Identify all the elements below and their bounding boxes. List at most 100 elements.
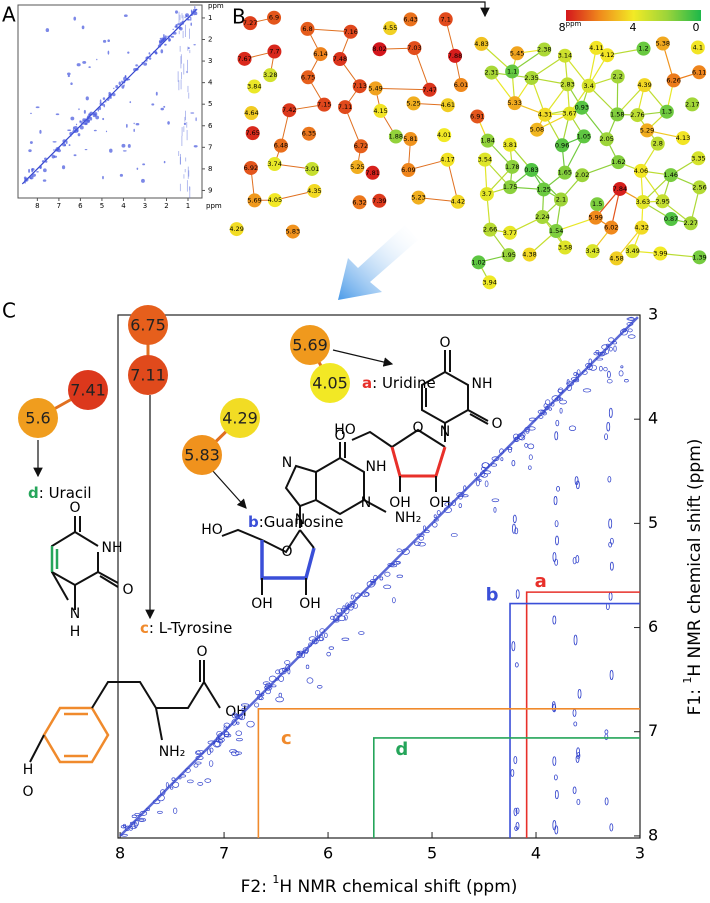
- peak: [195, 755, 204, 760]
- node-label: 2.17: [685, 100, 699, 108]
- atom: N: [282, 455, 292, 471]
- peak: [605, 603, 610, 610]
- node-label: 1.46: [664, 171, 678, 179]
- peak: [127, 144, 131, 148]
- node-label: 0.96: [555, 141, 569, 149]
- x-label-sup: 1: [272, 873, 279, 886]
- network-node: [244, 106, 259, 121]
- peak: [69, 131, 73, 136]
- node-label: 7.39: [372, 197, 386, 205]
- peak: [190, 22, 192, 26]
- peak: [67, 74, 71, 78]
- peak: [195, 750, 201, 755]
- peak: [545, 399, 551, 405]
- compound-node-label: 5.69: [292, 336, 328, 355]
- peak: [238, 714, 246, 721]
- network-node: [524, 70, 539, 85]
- peak: [515, 821, 520, 830]
- peak: [278, 668, 287, 675]
- peak: [599, 365, 603, 372]
- peak: [84, 148, 88, 151]
- node-label: 5.08: [530, 126, 544, 134]
- peak-column: [179, 156, 181, 165]
- node-label: 6.72: [354, 142, 368, 150]
- peak: [70, 82, 73, 86]
- peak: [518, 435, 526, 441]
- network-node: [510, 46, 525, 61]
- peak: [61, 165, 66, 170]
- peak: [112, 92, 116, 97]
- node-label: 4.39: [637, 81, 651, 89]
- peak-column: [179, 14, 181, 21]
- node-label: 7.48: [333, 55, 347, 63]
- compound-node-label: 5.6: [25, 409, 50, 428]
- peak: [42, 179, 47, 182]
- peak: [572, 557, 577, 565]
- node-label: 3.4: [584, 82, 594, 90]
- atom: O: [69, 500, 80, 516]
- node-label: 3.99: [653, 249, 667, 257]
- peak: [102, 97, 106, 100]
- peak-column: [180, 54, 182, 64]
- y-tick-label: 4: [208, 79, 213, 87]
- peak: [588, 358, 592, 365]
- node-label: 7.15: [317, 101, 331, 109]
- peak: [64, 144, 67, 147]
- x-tick-label: 6: [78, 202, 83, 210]
- peak: [525, 429, 530, 434]
- node-label: 3.28: [263, 71, 277, 79]
- peak: [76, 63, 81, 67]
- peak-column: [184, 24, 186, 37]
- peak: [599, 352, 607, 356]
- node-label: 1.65: [558, 169, 572, 177]
- atom: N: [361, 495, 371, 511]
- peak-column: [185, 110, 186, 121]
- peak: [554, 431, 559, 441]
- network-node: [503, 180, 518, 195]
- network-node: [267, 193, 282, 208]
- peak: [576, 798, 581, 806]
- edge: [447, 159, 459, 202]
- peak: [601, 344, 610, 350]
- peak-column: [186, 122, 188, 128]
- network-node: [352, 195, 367, 210]
- peak: [433, 514, 437, 519]
- peak: [418, 535, 424, 541]
- peak: [28, 149, 32, 153]
- edge: [375, 87, 430, 91]
- peak: [275, 696, 284, 703]
- atom: O: [22, 784, 33, 800]
- compound-name-text: : L-Tyrosine: [149, 619, 232, 637]
- peak: [512, 514, 517, 524]
- peak: [319, 628, 325, 634]
- node-label: 3.7: [482, 190, 492, 198]
- peak: [55, 113, 60, 116]
- node-label: 7.27: [243, 19, 257, 27]
- peak: [93, 129, 97, 132]
- x-tick-label: 7: [219, 844, 229, 863]
- node-label: 4.12: [600, 51, 614, 59]
- peak: [133, 128, 135, 132]
- network-node: [243, 160, 258, 175]
- peak: [302, 647, 309, 654]
- peak: [552, 552, 557, 562]
- network-node: [691, 151, 706, 166]
- y-tick-label: 3: [648, 305, 658, 324]
- x-tick-label: 3: [143, 202, 147, 210]
- network-node: [633, 163, 648, 178]
- network-node: [685, 97, 700, 112]
- peak: [268, 675, 277, 683]
- peak: [56, 150, 59, 152]
- node-label: 1.05: [577, 132, 591, 140]
- node-label: 4.17: [440, 156, 454, 164]
- panel-label: A: [2, 3, 16, 27]
- network-node: [422, 82, 437, 97]
- network-node: [317, 97, 332, 112]
- peak: [121, 833, 128, 837]
- node-label: 7.81: [365, 169, 379, 177]
- peak: [609, 537, 614, 545]
- network-node: [229, 222, 244, 237]
- network-node: [612, 181, 627, 196]
- peak: [81, 25, 85, 30]
- peak: [255, 690, 261, 696]
